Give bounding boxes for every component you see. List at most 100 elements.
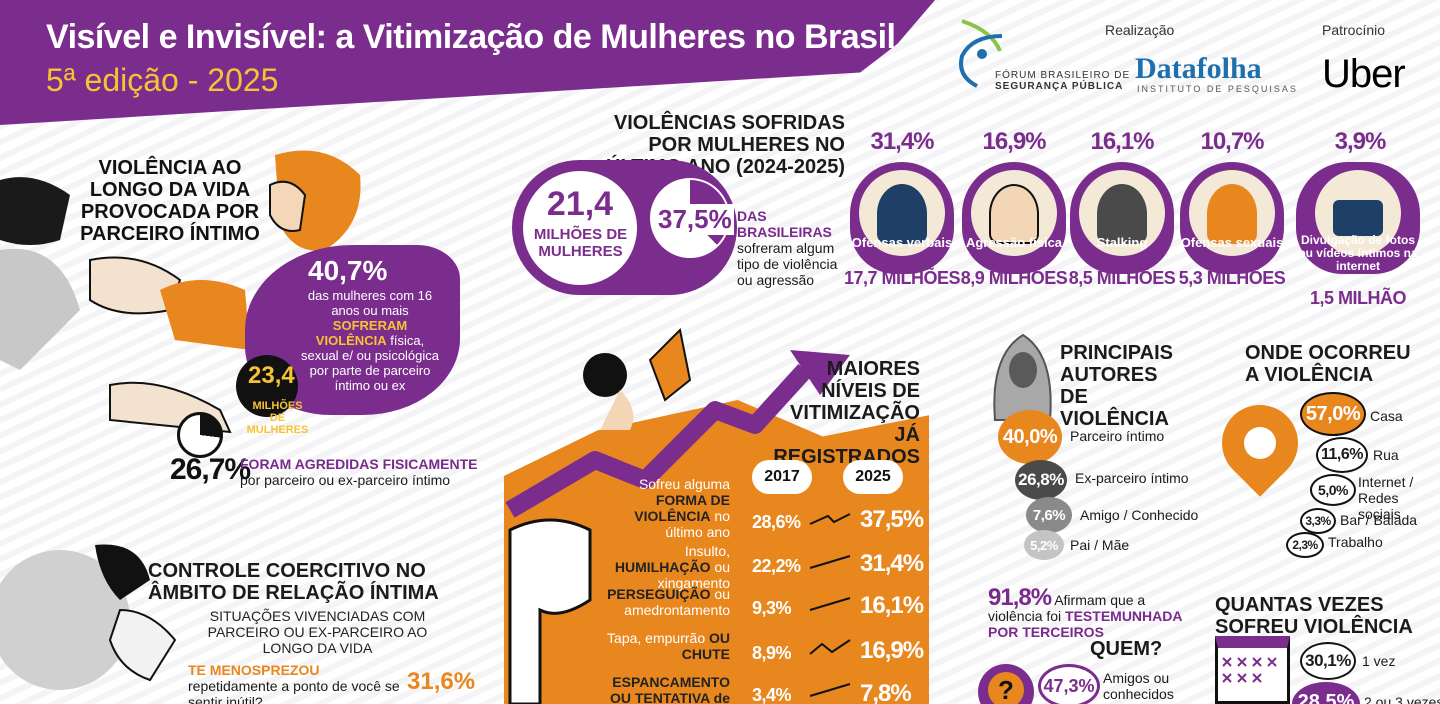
times-label: 1 vez xyxy=(1362,653,1396,669)
record-row-label: PERSEGUIÇÃO ou amedrontamento xyxy=(607,586,730,618)
cat-pct: 31,4% xyxy=(870,128,934,155)
cat-millions: 17,7 MILHÕES xyxy=(843,268,961,288)
lifetime-title: VIOLÊNCIA AO LONGO DA VIDA PROVOCADA POR… xyxy=(80,157,260,245)
record-2017-value: 8,9% xyxy=(752,643,792,663)
cat-label: Divulgação de fotos ou vídeos íntimos na… xyxy=(1298,233,1418,273)
datafolha-sub: INSTITUTO DE PESQUISAS xyxy=(1137,84,1298,94)
where-pct: 5,0% xyxy=(1310,474,1356,506)
last-year-circle xyxy=(520,168,640,288)
question-icon: ? xyxy=(988,672,1024,704)
where-pct: 57,0% xyxy=(1300,392,1366,436)
cat-pct: 3,9% xyxy=(1334,128,1387,155)
fbsp-logo-icon xyxy=(959,19,1003,88)
cat-millions: 1,5 MILHÃO xyxy=(1309,288,1407,308)
last-year-pct: 37,5% xyxy=(656,204,734,235)
cat-card-intimate-media: Divulgação de fotos ou vídeos íntimos na… xyxy=(1296,162,1420,274)
record-row-label: ESPANCAMENTO OU TENTATIVA de xyxy=(609,674,730,704)
witness-pct: 91,8% xyxy=(988,584,1052,611)
record-2025-value: 37,5% xyxy=(860,506,924,533)
cat-label: Ofensas sexuais xyxy=(1180,235,1284,250)
uber-logo: Uber xyxy=(1322,52,1406,96)
times-pct: 30,1% xyxy=(1300,642,1356,680)
calendar-icon xyxy=(1215,636,1290,704)
record-row-label: Sofreu alguma FORMA DE VIOLÊNCIA no últi… xyxy=(634,476,730,540)
author-label: Parceiro íntimo xyxy=(1070,428,1165,444)
record-2017-value: 3,4% xyxy=(752,685,792,704)
coercive-subtitle: SITUAÇÕES VIVENCIADAS COM PARCEIRO OU EX… xyxy=(207,608,428,656)
where-label: Casa xyxy=(1370,408,1403,424)
realizacao-label: Realização xyxy=(1105,22,1175,38)
witness-block: 91,8% Afirmam que a violência foi TESTEM… xyxy=(988,584,1182,641)
where-label: Trabalho xyxy=(1328,534,1383,550)
where-pct: 2,3% xyxy=(1286,532,1324,558)
coercive-item: TE MENOSPREZOU repetidamente a ponto de … xyxy=(188,662,400,704)
cat-millions: 5,3 MILHÕES xyxy=(1178,268,1286,288)
physical-pct: 26,7% xyxy=(170,453,251,486)
cat-label: Stalking xyxy=(1096,235,1148,250)
author-pct: 7,6% xyxy=(1026,497,1072,533)
author-pct: 40,0% xyxy=(998,410,1062,464)
lifetime-millions-label: MILHÕES DE MULHERES xyxy=(246,400,309,436)
cat-pct: 16,1% xyxy=(1090,128,1154,155)
year-badge-2017: 2017 xyxy=(752,460,812,494)
record-2025-value: 7,8% xyxy=(860,680,912,704)
authors-title: PRINCIPAIS AUTORES DE VIOLÊNCIA xyxy=(1060,342,1173,430)
author-pct: 26,8% xyxy=(1015,460,1067,500)
author-pct: 5,2% xyxy=(1024,530,1064,560)
page-title: Visível e Invisível: a Vitimização de Mu… xyxy=(46,18,896,56)
record-title: MAIORES NÍVEIS DE VITIMIZAÇÃO JÁ REGISTR… xyxy=(773,358,920,468)
millions-circle xyxy=(236,355,298,417)
cat-label: Ofensas verbais xyxy=(851,235,953,250)
record-row-label: Insulto, HUMILHAÇÃO ou xingamento xyxy=(614,543,730,591)
cat-label: Agressão física xyxy=(965,235,1063,250)
hooded-figure-icon xyxy=(993,333,1052,421)
author-label: Pai / Mãe xyxy=(1070,537,1130,553)
record-2025-value: 16,9% xyxy=(860,637,924,664)
fist-icon xyxy=(508,518,592,704)
where-label: Internet / Redes sociais xyxy=(1358,474,1414,522)
calendar-grid xyxy=(1222,657,1277,683)
where-pct: 3,3% xyxy=(1300,508,1336,534)
times-pct: 28,5% xyxy=(1292,682,1360,704)
where-label: Bar / Balada xyxy=(1340,512,1418,528)
cat-pct: 10,7% xyxy=(1200,128,1264,155)
coercive-pct: 31,6% xyxy=(407,668,476,695)
where-pct: 11,6% xyxy=(1316,437,1368,473)
cat-pct: 16,9% xyxy=(982,128,1046,155)
cat-card-sexual: Ofensas sexuais xyxy=(1180,162,1284,274)
last-year-desc: DAS BRASILEIRAS sofreram algum tipo de v… xyxy=(737,208,838,288)
lifetime-millions-num: 23,4 xyxy=(248,362,295,389)
lifetime-pct: 40,7% xyxy=(308,255,388,286)
map-pin-hole xyxy=(1244,427,1276,459)
physical-pie-icon xyxy=(177,412,223,458)
author-label: Amigo / Conhecido xyxy=(1080,507,1199,523)
physical-desc: FORAM AGREDIDAS FISICAMENTE por parceiro… xyxy=(240,456,478,488)
record-2025-value: 31,4% xyxy=(860,550,924,577)
coercive-title: CONTROLE COERCITIVO NO ÂMBITO DE RELAÇÃO… xyxy=(148,560,439,604)
last-year-millions-label: MILHÕES DE MULHERES xyxy=(533,226,628,260)
cat-card-stalking: Stalking xyxy=(1070,162,1174,274)
coercive-illustration xyxy=(0,544,177,690)
cat-card-physical: Agressão física xyxy=(962,162,1066,274)
record-row-label: Tapa, empurrão OU CHUTE xyxy=(607,630,730,662)
edition-subtitle: 5ª edição - 2025 xyxy=(46,62,279,98)
woman-raised-hand-icon xyxy=(583,327,692,430)
record-2017-value: 22,2% xyxy=(752,556,801,576)
author-label: Ex-parceiro íntimo xyxy=(1075,470,1189,486)
where-title: ONDE OCORREU A VIOLÊNCIA xyxy=(1245,342,1411,386)
woman-head-illustration xyxy=(269,150,361,251)
lifetime-desc: das mulheres com 16 anos ou mais SOFRERA… xyxy=(300,288,440,393)
lifetime-highlight: SOFRERAM VIOLÊNCIA xyxy=(315,318,408,348)
cat-millions: 8,9 MILHÕES xyxy=(960,268,1068,288)
witness-friends-label: Amigos ou conhecidos xyxy=(1103,670,1174,702)
datafolha-logo: Datafolha xyxy=(1135,52,1262,85)
last-year-millions-num: 21,4 xyxy=(546,185,614,223)
times-label: 2 ou 3 vezes xyxy=(1364,694,1440,704)
trend-arrow-icon xyxy=(505,350,850,518)
year-badge-2025: 2025 xyxy=(843,460,903,494)
witness-quem: QUEM? xyxy=(1090,638,1163,660)
patrocinio-label: Patrocínio xyxy=(1322,22,1386,38)
cat-millions: 8,5 MILHÕES xyxy=(1068,268,1176,288)
record-2025-value: 16,1% xyxy=(860,592,924,619)
where-label: Rua xyxy=(1373,447,1399,463)
